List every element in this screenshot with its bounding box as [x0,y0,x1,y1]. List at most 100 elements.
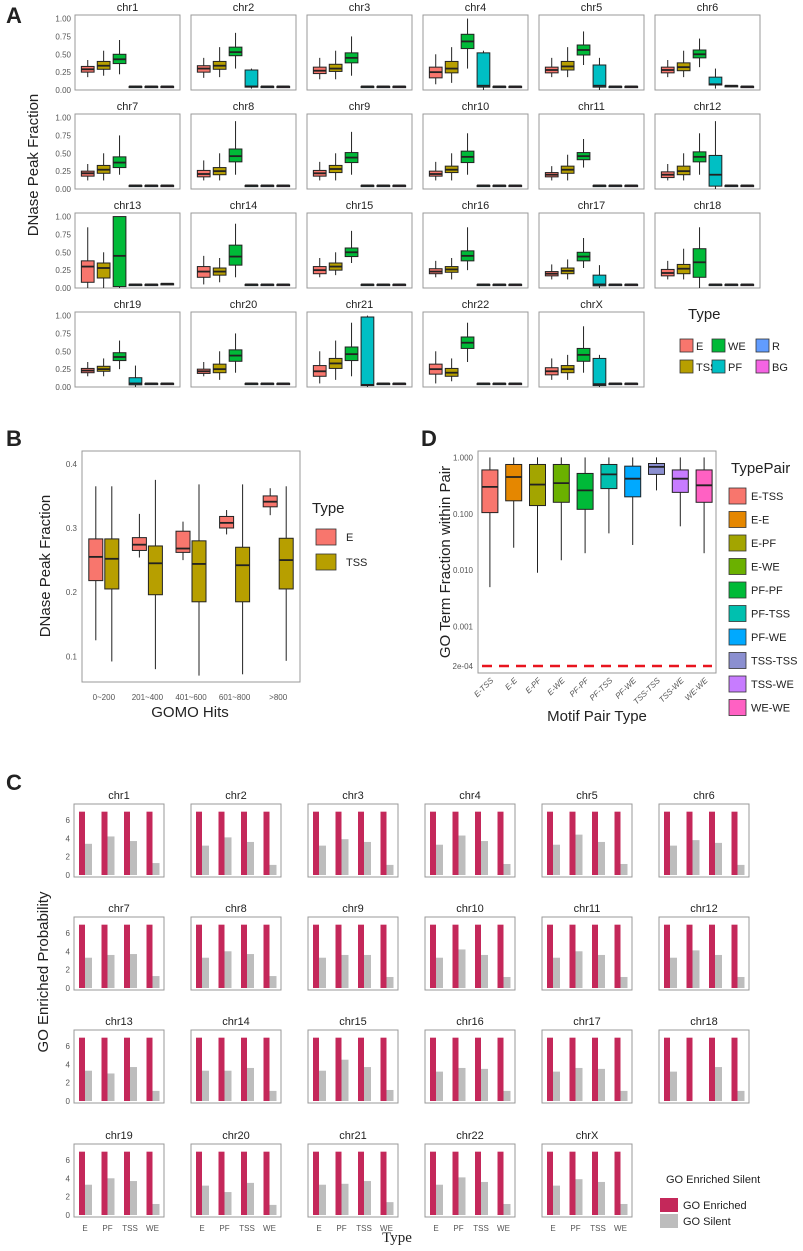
panel-a-facet-title: chr6 [697,2,718,14]
panel-a-legend-label-BG: BG [772,362,788,374]
panel-c-bar-enriched [313,1151,319,1215]
panel-c-bar-enriched [146,924,153,988]
panel-b-E-box [175,530,191,553]
panel-c-bar-silent [598,1068,605,1101]
panel-c-ytick: 2 [66,966,71,975]
panel-c-bar-enriched [475,1037,481,1101]
panel-c-bar-enriched [686,924,693,988]
panel-c-bar-silent [269,976,277,988]
panel-c-bar-silent [247,1067,254,1101]
panel-a-facet-chr4: chr4 [422,2,529,91]
panel-c-bar-enriched [196,1151,202,1215]
panel-c-ytick: 6 [66,816,71,825]
panel-c-bar-enriched [452,1037,459,1101]
panel-a-legend-label-R: R [772,341,780,353]
panel-d-ytick: 0.001 [453,623,474,632]
panel-b-TSS-box [235,546,251,603]
panel-b-ytick: 0.2 [66,588,78,597]
panel-c-bar-enriched [79,1151,85,1215]
panel-letter-a: A [6,3,22,28]
panel-d-TSS-TSS-box [648,463,665,475]
panel-c-bar-enriched [124,811,130,875]
panel-c-facet-title: chr14 [222,1016,250,1028]
panel-c-bar-silent [436,1071,443,1101]
panel-c-bar-enriched [218,1151,225,1215]
panel-c-facet-chr7: chr7 0 2 4 6 [66,903,165,993]
panel-c-facet-chr6: chr6 [658,790,750,878]
panel-d-PF-PF-box [576,472,594,510]
panel-c-bar-silent [737,864,745,875]
panel-c-xtick: E [82,1224,87,1233]
panel-a-facet-frame [74,311,181,388]
panel-c-bar-enriched [218,1037,225,1101]
panel-c-xtick: PF [219,1224,229,1233]
panel-b-legend-label-TSS: TSS [346,557,367,569]
panel-c-bar-enriched [196,811,202,875]
panel-a-facet-frame [306,113,413,190]
panel-c-bar-silent [364,954,371,988]
panel-c-facet-title: chr13 [105,1016,133,1028]
panel-c-bar-silent [202,957,209,988]
panel-c-bar-silent [202,1185,209,1215]
panel-a-facet-title: chr15 [346,200,374,212]
panel-b-TSS-box [191,540,207,603]
panel-c-bar-enriched [709,811,715,875]
panel-c-bar-enriched [380,811,387,875]
panel-c-bar-silent [130,1181,137,1215]
panel-c-bar-silent [670,845,677,875]
panel-c-xtick: WE [497,1224,510,1233]
panel-c-bar-enriched [430,1151,436,1215]
panel-c-xtick: WE [614,1224,627,1233]
panel-c-xtick: WE [146,1224,159,1233]
panel-c-facet-chr9: chr9 [307,903,399,991]
panel-c-xtick: E [433,1224,438,1233]
panel-c-bar-enriched [146,1151,153,1215]
panel-c-bar-enriched [263,1037,270,1101]
panel-c-facet-title: chr9 [342,903,363,915]
panel-c-bar-enriched [335,811,342,875]
panel-c-ytick: 4 [66,834,71,843]
panel-d-ytick: 1.000 [453,453,474,462]
panel-d-legend-label-E-PF: E-PF [751,538,776,550]
panel-c-bar-silent [670,1071,677,1101]
panel-c-bar-enriched [592,811,598,875]
panel-c-bar-silent [692,840,700,875]
panel-d-legend-label-TSS-TSS: TSS-TSS [751,656,797,668]
panel-c-bar-enriched [731,924,738,988]
panel-d-E-TSS-box [481,469,499,514]
panel-c-bar-silent [553,1185,560,1215]
panel-c-bar-silent [481,954,488,988]
panel-a-facet-title: chr12 [694,101,722,113]
panel-c-bar-silent [458,1177,466,1215]
panel-a-facet-title: chr2 [233,2,254,14]
panel-c-legend-title: GO Enriched Silent [666,1174,760,1186]
panel-c-bar-enriched [313,924,319,988]
panel-c-xtick: PF [102,1224,112,1233]
panel-d-legend-swatch-WE-WE [728,699,747,716]
panel-letter-d: D [421,426,437,451]
panel-c-bar-enriched [79,811,85,875]
panel-letter-b: B [6,426,22,451]
panel-c-bar-silent [364,1067,371,1101]
panel-c-ytick: 6 [66,929,71,938]
panel-c-bar-enriched [358,924,364,988]
panel-c-bar-silent [107,836,115,875]
panel-c-bar-enriched [196,1037,202,1101]
panel-c-bar-enriched [709,924,715,988]
panel-c-bar-silent [85,957,92,988]
panel-a-facet-chr19: chr19 0.00 0.25 0.50 0.75 1.00 [55,299,181,392]
panel-c-bar-enriched [709,1037,715,1101]
panel-d-xtick: E-PF [524,675,544,695]
panel-c-bar-silent [575,834,583,875]
panel-c-bar-enriched [263,1151,270,1215]
panel-c-bar-silent [503,976,511,988]
panel-a-ytick: 0.00 [55,383,71,392]
panel-a-facet-chr12: chr12 [654,101,761,190]
panel-a-facet-frame [538,311,645,388]
panel-d-PF-WE-box [624,465,642,498]
panel-d-legend-swatch-TSS-TSS [728,652,747,669]
panel-c-bar-silent [503,863,511,875]
panel-a-facet-frame [190,14,297,91]
panel-a-ytick: 0.00 [55,86,71,95]
panel-c-bar-enriched [79,1037,85,1101]
